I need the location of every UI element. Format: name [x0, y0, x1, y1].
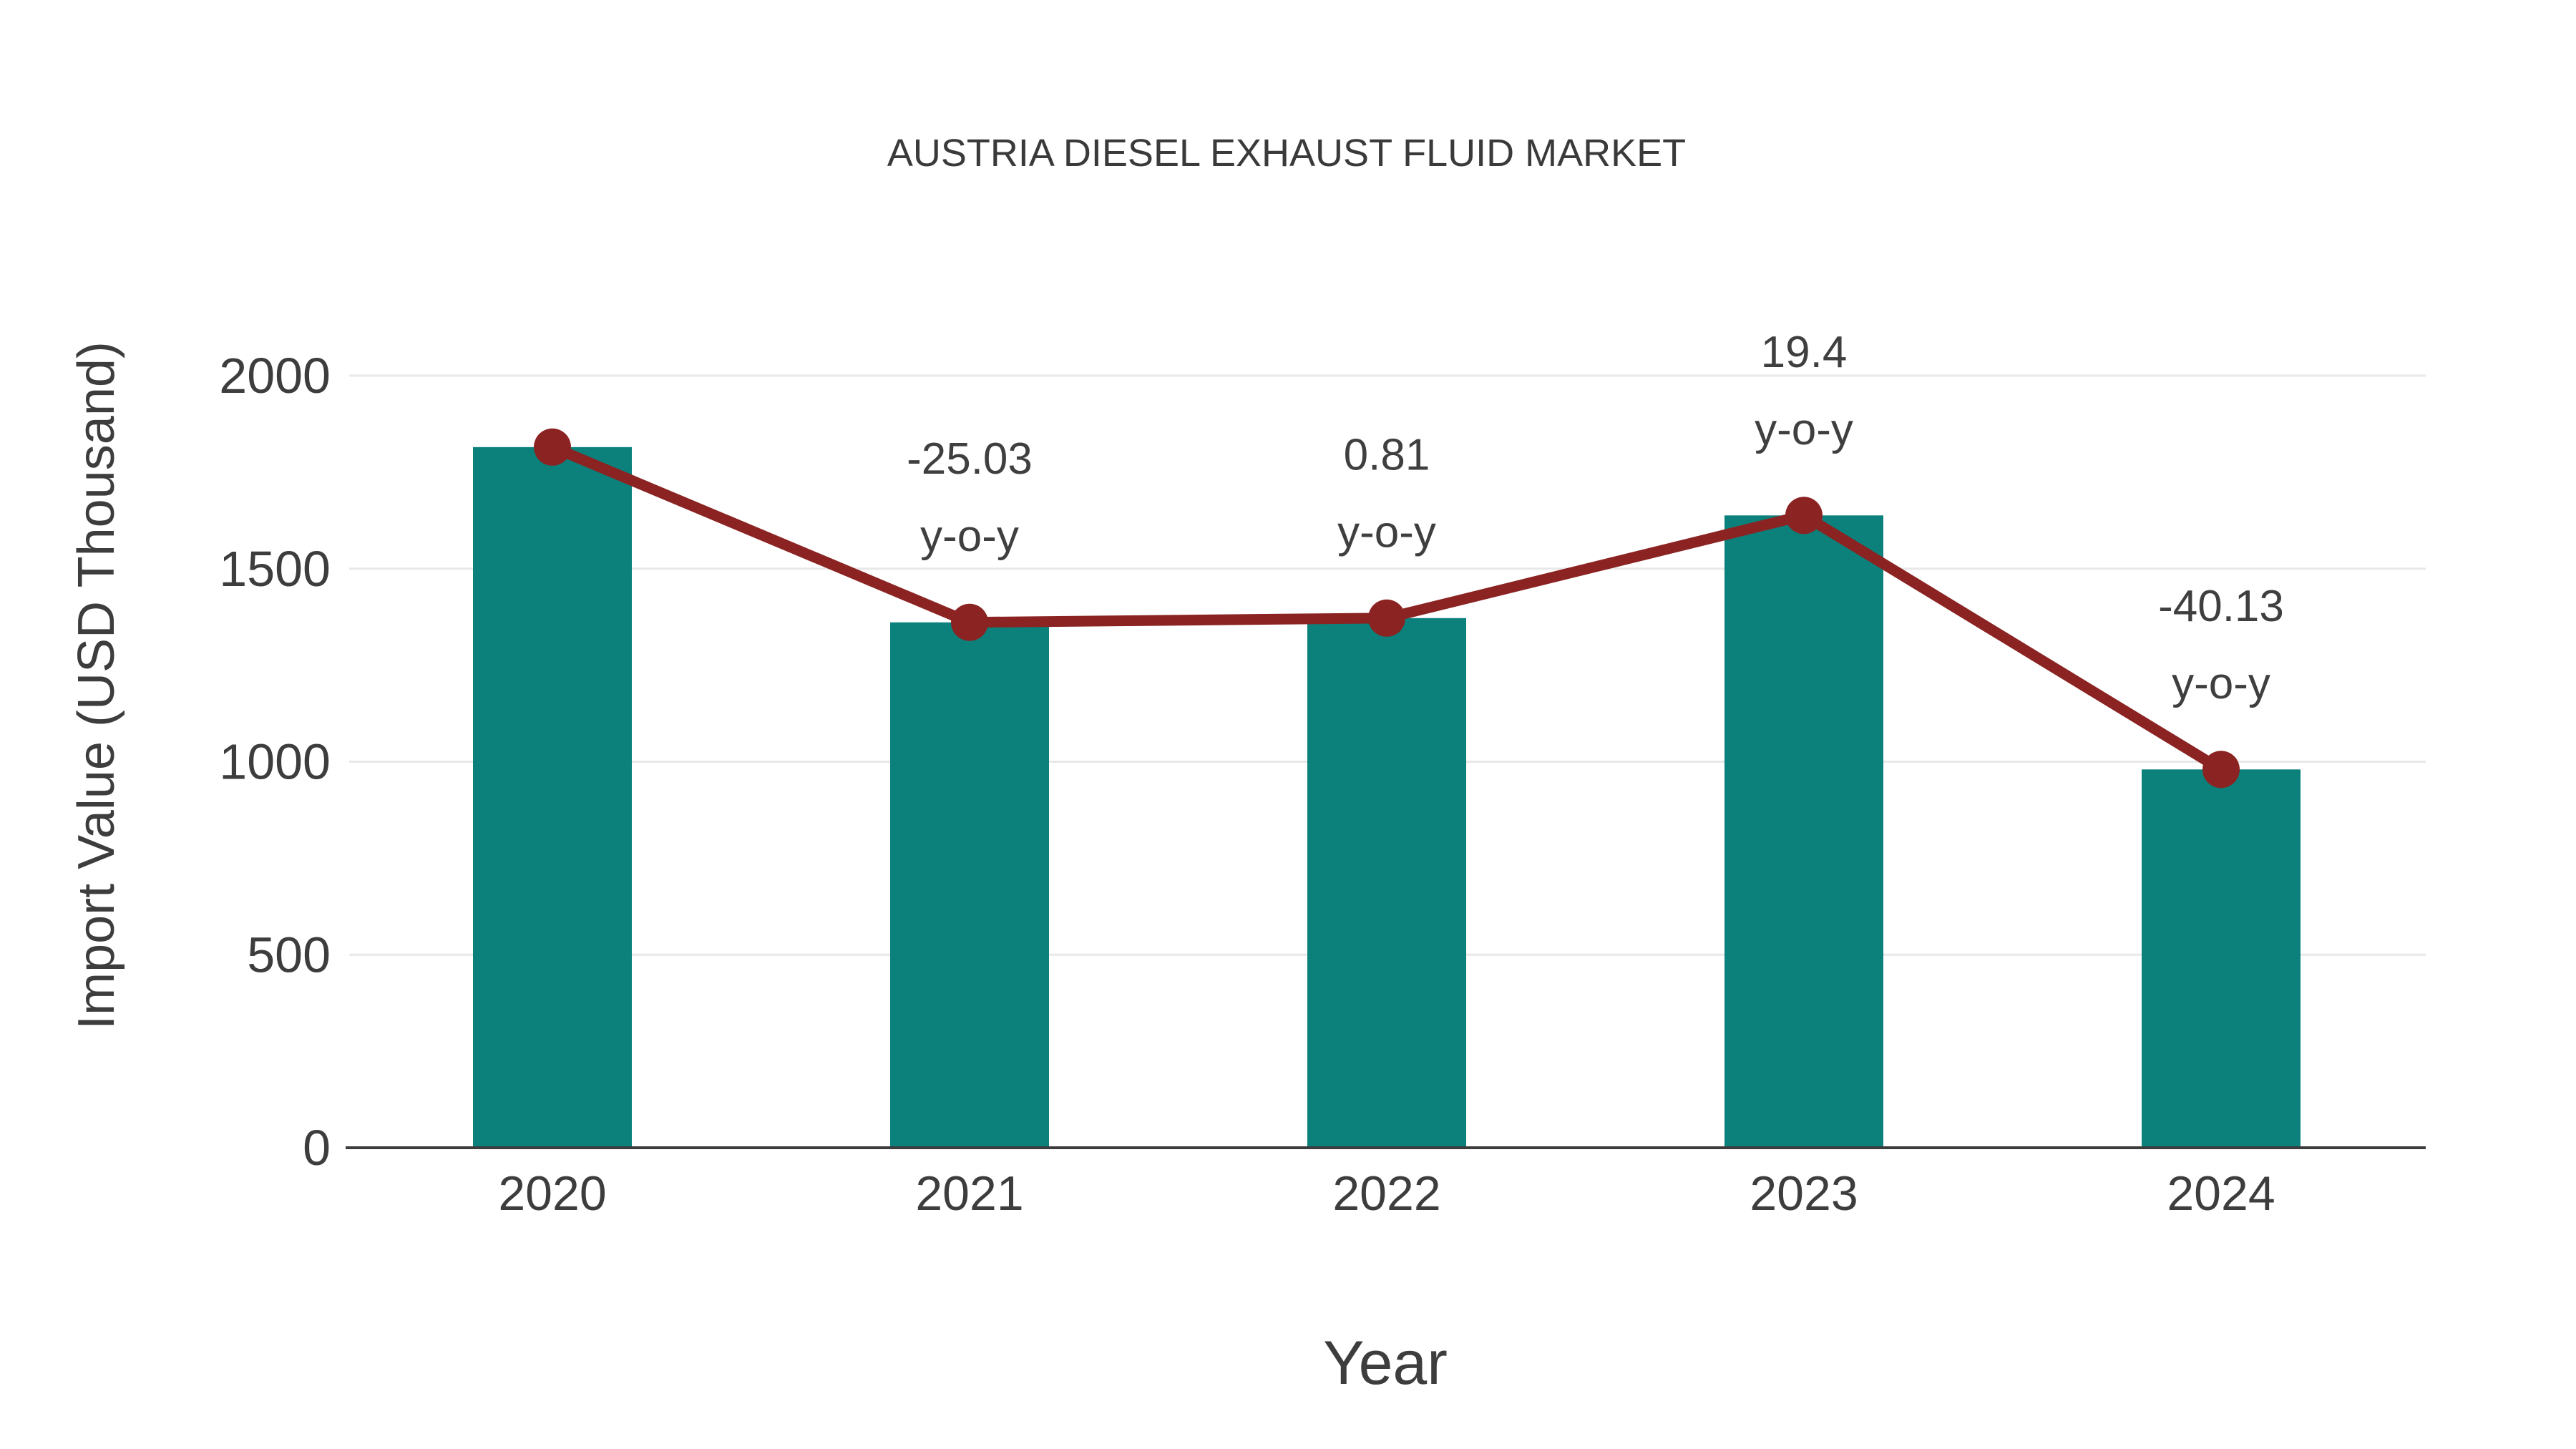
annotation-yoy-2024: y-o-y	[2172, 659, 2270, 708]
chart-title: AUSTRIA DIESEL EXHAUST FLUID MARKET	[887, 132, 1686, 175]
y-tick-label-0: 0	[303, 1120, 331, 1176]
annotation-value-2021: -25.03	[907, 434, 1033, 484]
y-tick-label-500: 500	[247, 927, 331, 982]
trend-marker-2021	[951, 603, 988, 641]
x-tick-label-2020: 2020	[498, 1166, 606, 1221]
trend-marker-2022	[1368, 599, 1405, 637]
yoy-annotations: -25.03 y-o-y 0.81 y-o-y 19.4 y-o-y -40.13 y-o-y	[907, 328, 2284, 708]
y-tick-label-1500: 1500	[219, 541, 331, 597]
bar-2020	[473, 447, 632, 1148]
bar-2023	[1724, 515, 1883, 1148]
annotation-yoy-2023: y-o-y	[1755, 405, 1853, 454]
y-tick-label-1000: 1000	[219, 734, 331, 790]
bar-2022	[1307, 618, 1466, 1148]
x-tick-label-2022: 2022	[1332, 1166, 1440, 1221]
x-axis-tick-labels: 2020 2021 2022 2023 2024	[498, 1166, 2275, 1221]
annotation-yoy-2021: y-o-y	[920, 512, 1019, 561]
bar-2024	[2142, 769, 2301, 1148]
x-tick-label-2024: 2024	[2167, 1166, 2275, 1221]
bar-series	[473, 447, 2301, 1148]
line-series	[534, 428, 2240, 789]
y-axis-title: Import Value (USD Thousand)	[68, 341, 125, 1030]
trend-marker-2024	[2202, 751, 2240, 789]
trend-marker-2023	[1785, 497, 1823, 535]
annotation-value-2022: 0.81	[1344, 430, 1430, 479]
annotation-value-2023: 19.4	[1761, 328, 1848, 377]
bar-2021	[890, 622, 1049, 1148]
y-tick-label-2000: 2000	[219, 348, 331, 404]
x-tick-label-2023: 2023	[1750, 1166, 1858, 1221]
y-axis-tick-labels: 0 500 1000 1500 2000	[219, 348, 331, 1176]
annotation-value-2024: -40.13	[2158, 582, 2284, 631]
x-tick-label-2021: 2021	[915, 1166, 1023, 1221]
x-axis-title: Year	[1323, 1329, 1448, 1397]
trend-marker-2020	[534, 428, 571, 466]
annotation-yoy-2022: y-o-y	[1337, 507, 1436, 557]
